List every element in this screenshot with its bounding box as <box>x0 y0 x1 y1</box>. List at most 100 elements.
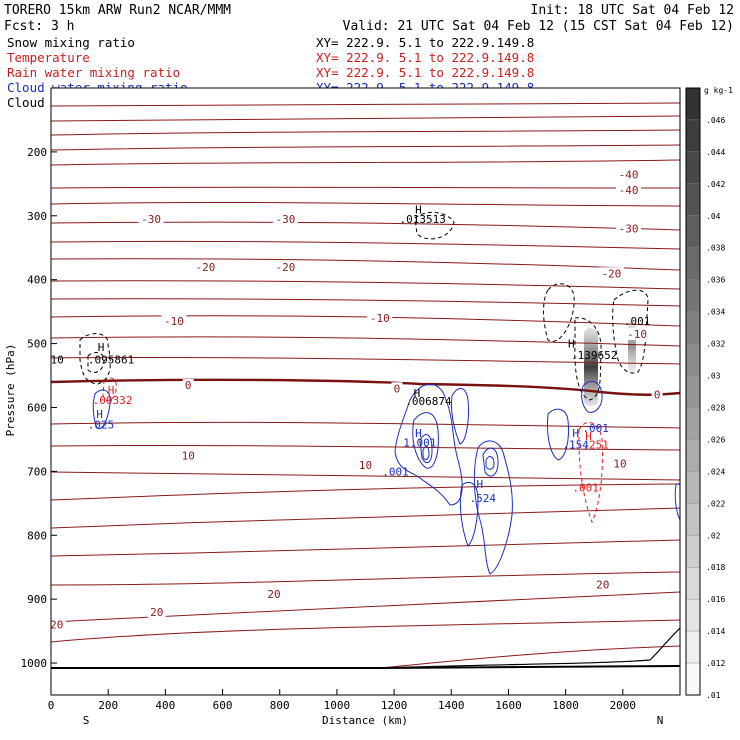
temperature-label: 20 <box>596 578 609 591</box>
colorbar-tick-label: .046 <box>706 116 725 125</box>
isotherm-plus-10 <box>51 471 680 481</box>
extremum-label: .001 <box>572 481 599 494</box>
extremum-label: .013513 <box>400 213 446 226</box>
temperature-label: -30 <box>276 213 296 226</box>
cloud-water-east-2 <box>581 380 603 413</box>
extremum-label: .095861 <box>88 354 134 367</box>
extremum-label: .001 <box>382 465 409 478</box>
x-tick-label-1400: 1400 <box>438 699 465 712</box>
colorbar-segment <box>685 151 701 185</box>
cloud-water-east <box>547 408 569 461</box>
snow-contour-east <box>543 283 575 342</box>
isotherm-top-4 <box>51 144 680 151</box>
x-tick-label-1600: 1600 <box>495 699 522 712</box>
colorbar-tick-label: .012 <box>706 659 725 668</box>
temperature-label-bg-10 <box>624 327 650 340</box>
y-tick-label-900: 900 <box>27 593 47 606</box>
x-tick-label-600: 600 <box>213 699 233 712</box>
isotherm-plus-15 <box>51 507 680 529</box>
temperature-label: 0 <box>394 382 401 395</box>
colorbar-tick-label: .038 <box>706 244 725 253</box>
plot-frame <box>50 87 681 696</box>
temperature-label-bg-13 <box>651 388 663 401</box>
colorbar-tick-label: .018 <box>706 563 725 572</box>
x-tick-label-800: 800 <box>270 699 290 712</box>
temperature-label: -10 <box>370 312 390 325</box>
extremum-label: H <box>585 430 592 443</box>
plot-area: -40 -40 -30 -30 -30 -20 -20 -20 -10 -10 -10 0 0 0 10 10… <box>50 87 681 696</box>
colorbar-tick-label: .04 <box>706 212 721 221</box>
temperature-label-bg-14 <box>179 449 198 462</box>
y-tick-label-1000: 1000 <box>21 657 48 670</box>
colorbar-tick-label: .014 <box>706 627 725 636</box>
isotherm-top-3 <box>51 129 680 136</box>
colorbar-segment <box>685 87 701 121</box>
temperature-label: 10 <box>182 449 195 462</box>
x-tick-label-0: 0 <box>48 699 55 712</box>
temperature-label: 10 <box>613 458 626 471</box>
cloud-water-plume-core-1 <box>482 447 499 477</box>
extremum-label: H <box>415 203 422 216</box>
extremum-label: .001 <box>582 422 609 435</box>
colorbar-segment <box>685 375 701 408</box>
temperature-label-bg-5 <box>192 260 218 273</box>
extremum-label: H <box>414 387 421 400</box>
extremum-label: H <box>572 427 579 440</box>
colorbar-segment <box>685 247 701 280</box>
cloud-water-mid-inner-2 <box>419 434 433 464</box>
colorbar-segment <box>685 471 701 504</box>
cloud-water-mid-inner-3 <box>422 446 430 461</box>
colorbar-segment <box>685 183 701 216</box>
extremum-label: .00332 <box>93 394 133 407</box>
cloud-ice-shade-core <box>584 328 598 406</box>
x-axis-north-label: N <box>657 714 664 727</box>
temperature-label: 20 <box>150 606 163 619</box>
colorbar-tick-label: .03 <box>706 372 721 381</box>
isotherm-plus-20 <box>51 571 680 586</box>
cloud-water-right-edge <box>674 483 680 522</box>
colorbar-segment <box>685 598 701 632</box>
temperature-label-bg-17 <box>265 588 284 601</box>
extremum-label: H <box>98 341 105 354</box>
temperature-label: -40 <box>619 168 639 181</box>
extremum-label: H <box>477 478 484 491</box>
y-tick-label-700: 700 <box>27 465 47 478</box>
colorbar-tick-label: .036 <box>706 276 725 285</box>
isotherm-minus-25 <box>51 240 680 250</box>
colorbar-tick-label: .044 <box>706 148 725 157</box>
isotherm-plus-5 <box>51 421 680 429</box>
y-tick-label-800: 800 <box>27 529 47 542</box>
extremum-label: H <box>415 427 422 440</box>
colorbar-segment <box>685 215 701 248</box>
rain-contours <box>102 377 603 524</box>
terrain-surface <box>379 627 680 669</box>
extremum-label: .139652 <box>571 349 617 362</box>
x-tick-label-2000: 2000 <box>610 699 637 712</box>
isotherm-plus-12 <box>51 483 680 501</box>
isotherm-minus-40 <box>51 186 680 189</box>
extremum-label: H <box>96 408 103 421</box>
temperature-label-bg-9 <box>367 312 393 325</box>
isotherm-plus-27 <box>379 645 680 669</box>
y-tick-label-400: 400 <box>27 274 47 287</box>
isotherm-minus-20 <box>51 258 680 271</box>
snow-contour-mid <box>414 212 455 240</box>
surface-baseline <box>51 665 680 669</box>
x-axis-title: Distance (km) <box>322 714 408 727</box>
colorbar-segments: .046 .044 .042 .04 .038 .036 .034 .032 .03 .028 .0… <box>685 87 725 700</box>
snow-contour-far-east <box>612 289 649 374</box>
temperature-label-bg-12 <box>391 382 403 395</box>
extrema-labels: H.013513H.095861310H.00332H.025H.006874H… <box>51 203 651 505</box>
y-axis: 200 300 400 500 600 700 800 900 1000 <box>21 146 57 670</box>
temperature-label: -30 <box>141 213 161 226</box>
colorbar-segment <box>685 567 701 600</box>
cloud-water-mid-inner-1 <box>412 412 439 469</box>
colorbar-tick-label: .022 <box>706 499 725 508</box>
extremum-label: .251 <box>582 439 609 452</box>
colorbar-tick-label: .026 <box>706 435 725 444</box>
temperature-label-bg-16 <box>610 457 629 470</box>
temperature-label-bg-0 <box>616 168 642 181</box>
extremum-label: .001 <box>624 315 651 328</box>
isotherm-plus-25 <box>51 619 680 643</box>
